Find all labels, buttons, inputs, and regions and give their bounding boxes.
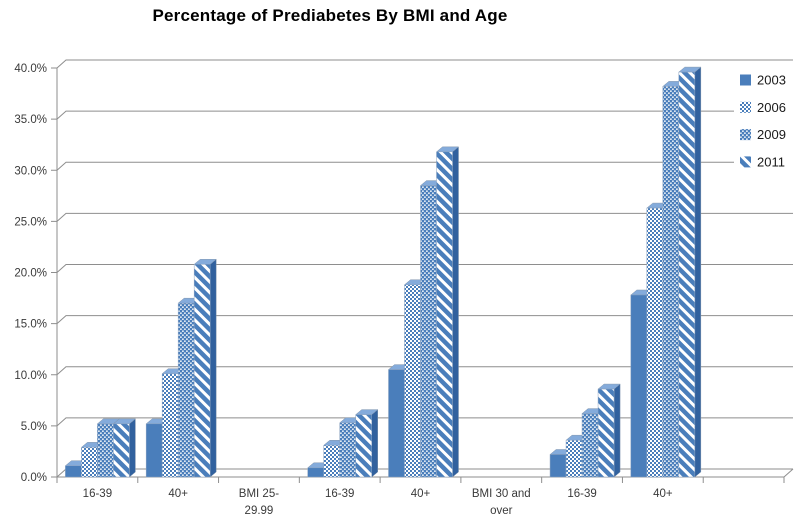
- x-axis-label: 16-39: [325, 488, 354, 500]
- bar-front-face: [404, 284, 421, 478]
- legend-label: 2011: [757, 154, 785, 169]
- x-axis-label: over: [490, 505, 513, 517]
- bar-front-face: [339, 422, 356, 478]
- bar-2011-cat3: [355, 409, 379, 478]
- legend-label: 2006: [757, 100, 786, 115]
- bar-2011-cat0: [112, 418, 137, 478]
- x-axis-depth-edge: [783, 468, 794, 478]
- bar-front-face: [161, 373, 179, 478]
- legend-item-2006: 2006: [740, 100, 786, 115]
- legend-item-2003: 2003: [740, 73, 786, 88]
- x-axis-label: BMI 25-: [239, 488, 279, 500]
- bar-front-face: [549, 454, 567, 478]
- gridlines: 0.0% 5.0% 10.0% 15.0% 20.0% 25.0% 30.0% 35.0% 40…: [14, 59, 793, 484]
- x-axis-labels: 16-39 40+ BMI 25- 29.99 16-39 40+ BMI 30 and ov…: [83, 488, 673, 517]
- bar-front-face: [307, 467, 324, 478]
- bar-front-face: [388, 369, 405, 478]
- bar-front-face: [97, 423, 114, 478]
- bar-front-face: [597, 388, 615, 478]
- x-axis-label: 40+: [168, 488, 188, 500]
- bar-2011-cat7: [678, 66, 702, 478]
- legend-swatch-2011: [740, 156, 751, 168]
- gridline: [56, 417, 793, 427]
- legend-label: 2003: [757, 73, 786, 88]
- chart-title: Percentage of Prediabetes By BMI and Age: [152, 6, 508, 25]
- y-axis-tick-label: 5.0%: [21, 421, 47, 433]
- y-axis-tick-label: 30.0%: [14, 165, 47, 177]
- y-axis-tick-label: 15.0%: [14, 319, 47, 331]
- bar-front-face: [420, 185, 437, 478]
- bar-front-face: [630, 294, 648, 478]
- x-axis-label: 40+: [411, 488, 431, 500]
- bar-front-face: [323, 445, 340, 478]
- legend-item-2011: 2011: [740, 154, 785, 169]
- bar-front-face: [355, 414, 372, 478]
- gridline: [56, 366, 793, 376]
- bar-front-face: [678, 71, 696, 478]
- bar-front-face: [581, 413, 599, 478]
- legend: 2003 2006 2009 2011: [734, 64, 794, 172]
- x-axis-label: 29.99: [245, 505, 274, 517]
- bar-front-face: [565, 439, 583, 478]
- gridline: [56, 161, 793, 171]
- bar-front-face: [193, 264, 211, 478]
- bars: [64, 66, 702, 478]
- bar-front-face: [113, 423, 130, 478]
- legend-label: 2009: [757, 127, 786, 142]
- bar-side-face: [613, 383, 621, 478]
- legend-item-2009: 2009: [740, 127, 786, 142]
- legend-swatch-2009: [740, 129, 751, 141]
- y-axis-tick-label: 0.0%: [21, 472, 47, 484]
- legend-swatch-2006: [740, 101, 751, 113]
- bar-front-face: [436, 151, 453, 478]
- gridline: [56, 212, 793, 222]
- bar-2011-cat6: [597, 383, 621, 478]
- y-axis-tick-label: 10.0%: [14, 370, 47, 382]
- bar-side-face: [452, 146, 459, 478]
- bar-2011-cat4: [435, 146, 460, 478]
- bar-side-face: [209, 258, 217, 478]
- x-axis-label: BMI 30 and: [472, 488, 531, 500]
- y-axis-tick-label: 35.0%: [14, 114, 47, 126]
- gridline: [56, 264, 793, 273]
- bar-front-face: [145, 423, 163, 478]
- bar-side-face: [694, 66, 702, 478]
- x-axis-label: 16-39: [567, 488, 596, 500]
- legend-swatch-2003: [740, 74, 751, 86]
- y-axis-tick-label: 40.0%: [14, 63, 47, 75]
- y-axis-tick-label: 25.0%: [14, 216, 47, 228]
- bar-front-face: [662, 86, 680, 478]
- bar-side-face: [371, 409, 378, 478]
- gridline: [56, 59, 793, 69]
- y-axis-tick-label: 20.0%: [14, 268, 47, 280]
- x-axis-label: 40+: [653, 488, 673, 500]
- bar-front-face: [177, 302, 195, 478]
- bar-front-face: [65, 465, 82, 478]
- bar-front-face: [81, 447, 98, 478]
- bar-side-face: [129, 418, 136, 478]
- gridline: [56, 110, 793, 120]
- x-axis-label: 16-39: [83, 488, 112, 500]
- bar-2011-cat1: [193, 258, 217, 478]
- gridline: [56, 315, 793, 324]
- bar-front-face: [646, 207, 664, 478]
